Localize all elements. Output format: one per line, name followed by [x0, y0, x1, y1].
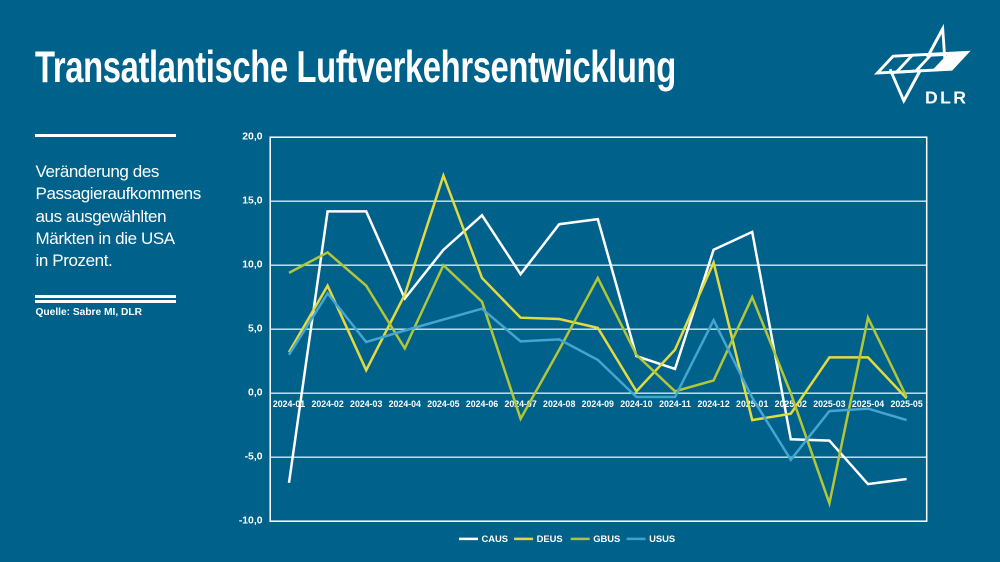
svg-text:2025-01: 2025-01	[736, 399, 768, 409]
svg-text:2024-04: 2024-04	[389, 399, 421, 409]
svg-text:DEUS: DEUS	[537, 533, 563, 544]
svg-text:2024-12: 2024-12	[697, 399, 729, 409]
svg-text:-10,0: -10,0	[239, 516, 263, 527]
svg-text:2024-05: 2024-05	[427, 399, 459, 409]
svg-text:CAUS: CAUS	[482, 533, 509, 544]
svg-text:2024-02: 2024-02	[311, 399, 343, 409]
svg-text:2024-09: 2024-09	[582, 399, 614, 409]
svg-text:2024-01: 2024-01	[273, 399, 305, 409]
svg-text:5,0: 5,0	[248, 324, 263, 335]
svg-text:10,0: 10,0	[242, 260, 262, 271]
svg-text:0,0: 0,0	[248, 388, 263, 399]
svg-text:GBUS: GBUS	[593, 533, 620, 544]
svg-text:DLR: DLR	[925, 88, 968, 108]
svg-text:2024-03: 2024-03	[350, 399, 382, 409]
svg-text:2024-10: 2024-10	[620, 399, 652, 409]
svg-text:2024-11: 2024-11	[659, 399, 691, 409]
svg-text:20,0: 20,0	[242, 132, 262, 143]
svg-text:2024-08: 2024-08	[543, 399, 575, 409]
svg-text:2024-06: 2024-06	[466, 399, 498, 409]
svg-text:2025-02: 2025-02	[775, 399, 807, 409]
svg-text:2025-05: 2025-05	[890, 399, 922, 409]
svg-text:USUS: USUS	[649, 533, 675, 544]
svg-text:2024-07: 2024-07	[504, 399, 536, 409]
svg-text:2025-03: 2025-03	[813, 399, 845, 409]
svg-text:15,0: 15,0	[242, 196, 262, 207]
svg-text:-5,0: -5,0	[245, 452, 263, 463]
svg-text:2025-04: 2025-04	[852, 399, 884, 409]
